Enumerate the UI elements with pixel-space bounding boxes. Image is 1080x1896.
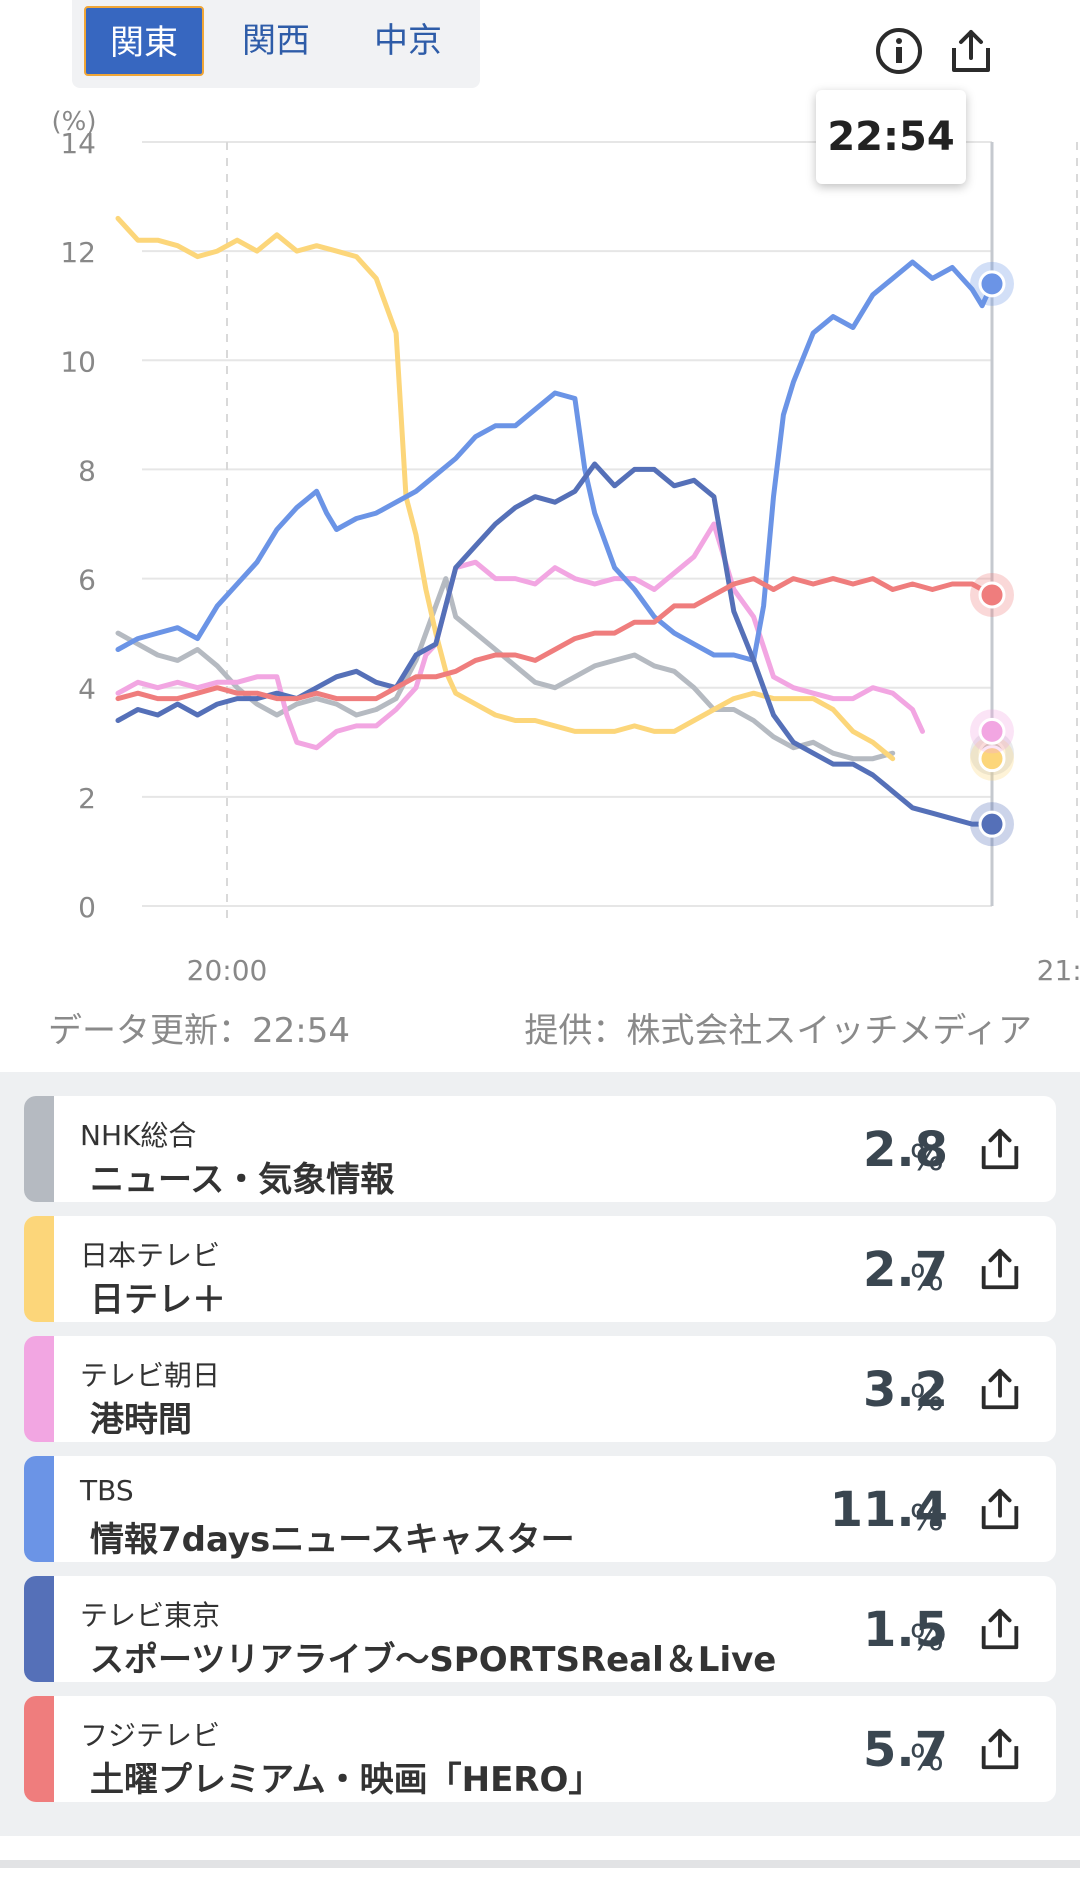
y-tick-label: 14 [60,127,96,160]
series-line-3 [115,259,995,663]
rating-value: 2.8 [862,1122,948,1178]
channel-color-bar [24,1216,54,1322]
tab-kanto[interactable]: 関東 [84,6,204,76]
program-title: 土曜プレミアム・映画「HERO」 [90,1760,603,1800]
station-name: テレビ東京 [80,1599,221,1632]
bottom-divider [0,1860,1080,1868]
channel-color-bar [24,1456,54,1562]
share-icon[interactable] [976,1724,1024,1774]
share-icon[interactable] [946,26,996,76]
channel-color-bar [24,1336,54,1442]
share-icon[interactable] [976,1244,1024,1294]
rating-unit: % [909,1378,944,1419]
rating-unit: % [909,1498,944,1539]
y-tick-label: 0 [78,891,96,924]
y-tick-label: 12 [60,236,96,269]
series-line-4 [115,461,995,827]
share-icon[interactable] [976,1364,1024,1414]
tab-kansai[interactable]: 関西 [242,21,310,61]
program-title: 情報7daysニュースキャスター [90,1520,575,1560]
series-line-1 [115,215,896,762]
y-axis-label: (%) [52,107,97,137]
series-end-dot-2 [978,717,1006,745]
y-tick-label: 8 [78,454,96,487]
rating-unit: % [909,1618,944,1659]
program-card-tbs[interactable]: TBS 情報7daysニュースキャスター 11.4 % [24,1456,1056,1562]
series-end-dot-1 [978,745,1006,773]
series-line-5 [115,576,995,702]
station-name: 日本テレビ [80,1239,221,1272]
program-title: ニュース・気象情報 [90,1160,395,1200]
rating-unit: % [909,1738,944,1779]
rating-value: 11.4 [829,1482,948,1538]
program-title: スポーツリアライブ～SPORTSReal＆Live [90,1640,777,1680]
program-card-fuji[interactable]: フジテレビ 土曜プレミアム・映画「HERO」 5.7 % [24,1696,1056,1802]
x-tick-label: 21:00 [1037,954,1080,987]
channel-color-bar [24,1096,54,1202]
channel-color-bar [24,1576,54,1682]
rating-unit: % [909,1258,944,1299]
x-tick-label: 20:00 [187,954,268,987]
station-name: TBS [80,1474,134,1507]
info-circle-icon[interactable] [874,26,924,76]
program-card-tvasahi[interactable]: テレビ朝日 港時間 3.2 % [24,1336,1056,1442]
program-card-ntv[interactable]: 日本テレビ 日テレ＋ 2.7 % [24,1216,1056,1322]
y-tick-label: 10 [60,345,96,378]
series-end-dot-4 [978,810,1006,838]
data-source-text: 提供：株式会社スイッチメディア [524,1011,1032,1051]
series-end-dot-5 [978,581,1006,609]
y-tick-label: 2 [78,782,96,815]
channel-color-bar [24,1696,54,1802]
rating-value: 1.5 [862,1602,948,1658]
station-name: NHK総合 [80,1119,197,1152]
rating-unit: % [909,1138,944,1179]
region-tabs: 関東 関西 中京 [72,0,480,88]
series-line-0 [115,576,896,762]
y-tick-label: 4 [78,673,96,706]
rating-value: 5.7 [862,1722,948,1778]
rating-value: 3.2 [862,1362,948,1418]
series-end-dot-3 [978,270,1006,298]
y-tick-label: 6 [78,564,96,597]
share-icon[interactable] [976,1124,1024,1174]
station-name: テレビ朝日 [80,1359,221,1392]
tab-chukyo[interactable]: 中京 [374,21,442,61]
program-card-tvtokyo[interactable]: テレビ東京 スポーツリアライブ～SPORTSReal＆Live 1.5 % [24,1576,1056,1682]
station-name: フジテレビ [80,1719,221,1752]
data-updated-text: データ更新：22:54 [48,1011,350,1051]
rating-value: 2.7 [862,1242,948,1298]
share-icon[interactable] [976,1604,1024,1654]
share-icon[interactable] [976,1484,1024,1534]
program-title: 日テレ＋ [90,1280,226,1320]
program-card-nhk[interactable]: NHK総合 ニュース・気象情報 2.8 % [24,1096,1056,1202]
program-title: 港時間 [90,1400,192,1440]
series-line-2 [115,521,925,751]
program-list: NHK総合 ニュース・気象情報 2.8 % 日本テレビ 日テレ＋ 2.7 % テ… [0,1072,1080,1836]
time-tooltip: 22:54 [816,90,966,184]
